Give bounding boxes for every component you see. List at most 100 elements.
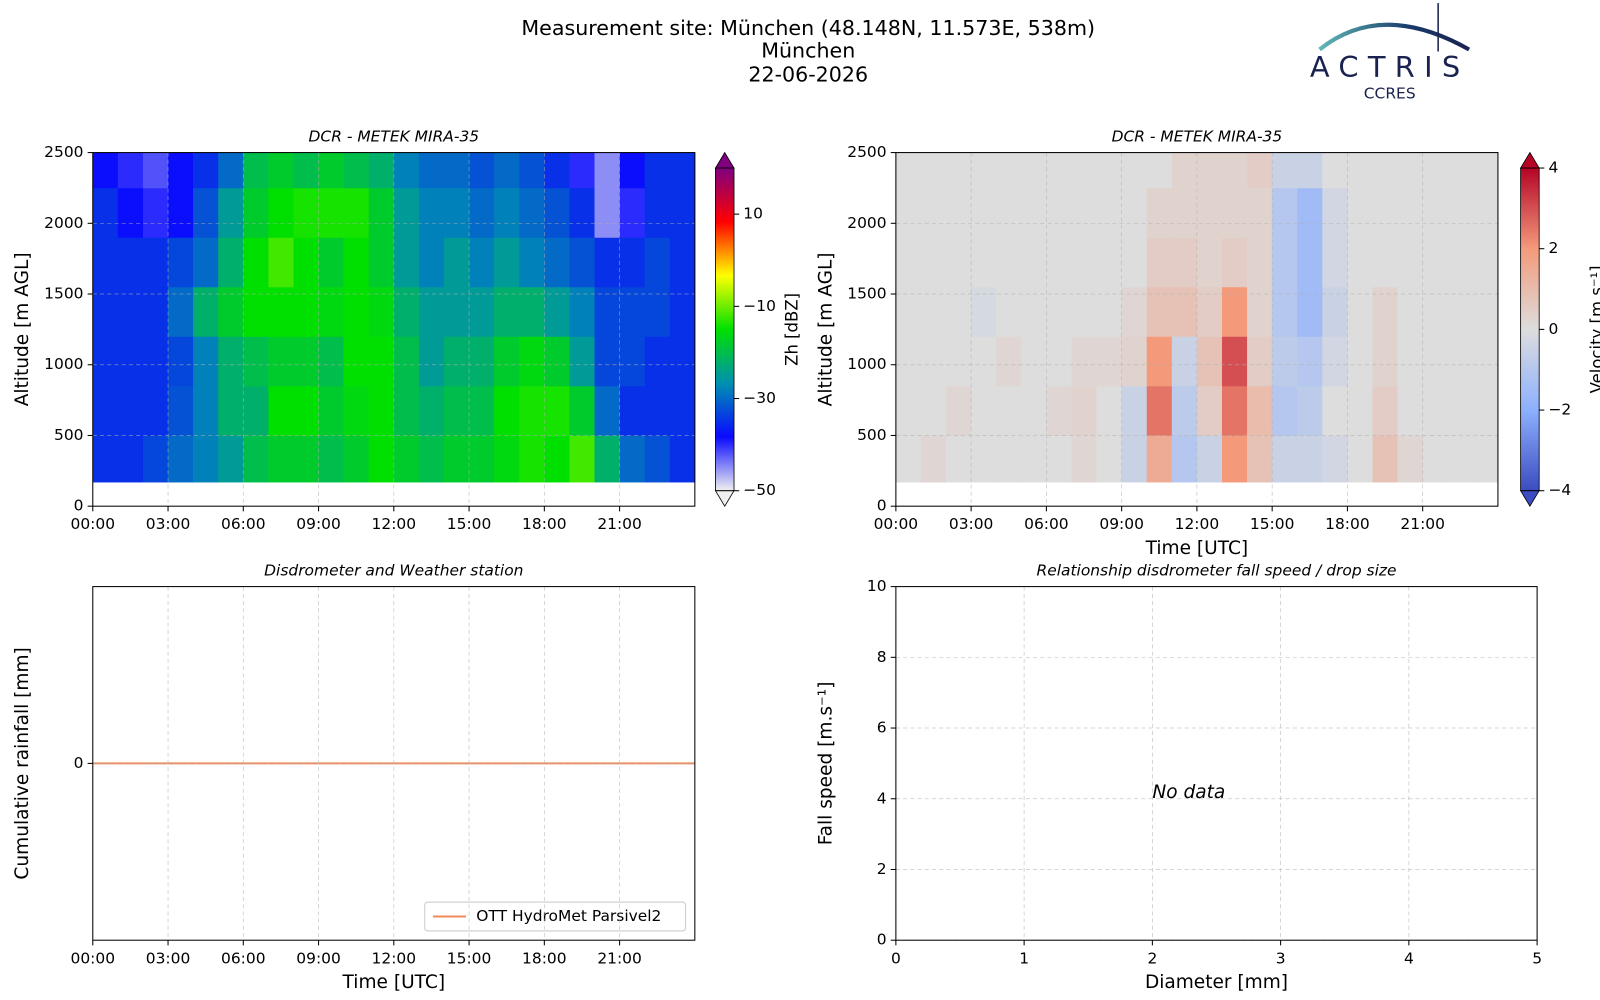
heatmap-cell <box>1171 187 1198 238</box>
x-tick-label: 15:00 <box>447 515 492 533</box>
x-tick-label: 21:00 <box>1400 515 1445 533</box>
heatmap-cell <box>644 336 671 387</box>
colorbar-tick-label: 4 <box>1548 159 1558 177</box>
y-tick-label: 2500 <box>847 143 886 161</box>
heatmap-cell <box>619 187 645 238</box>
x-tick-label: 18:00 <box>1325 515 1370 533</box>
heatmap-cell <box>1397 385 1423 436</box>
heatmap-cell <box>1297 286 1323 337</box>
heatmap-cell <box>418 435 445 483</box>
heatmap-cell <box>1372 435 1398 483</box>
heatmap-cell <box>142 385 169 436</box>
heatmap-cell <box>1372 152 1398 189</box>
heatmap-cell <box>92 237 119 288</box>
heatmap-cell <box>469 286 495 337</box>
y-axis-label: Fall speed [m.s⁻¹] <box>815 682 836 846</box>
heatmap-cell <box>1046 286 1072 337</box>
heatmap-cell <box>1146 237 1173 288</box>
heatmap-cell <box>443 435 470 483</box>
heatmap-cell <box>393 435 420 483</box>
heatmap-cell <box>1196 286 1223 337</box>
heatmap-cell <box>92 286 119 337</box>
heatmap-cell <box>268 237 294 288</box>
heatmap-cell <box>1272 237 1298 288</box>
heatmap-cell <box>1447 152 1474 189</box>
y-tick-label: 1500 <box>44 285 83 303</box>
heatmap-cell <box>1196 385 1223 436</box>
heatmap-cell <box>318 385 344 436</box>
legend-label: OTT HydroMet Parsivel2 <box>476 907 661 925</box>
y-axis-label: Cumulative rainfall [mm] <box>12 647 33 879</box>
heatmap-cell <box>1322 286 1348 337</box>
heatmap-cell <box>1397 336 1423 387</box>
x-tick-label: 09:00 <box>296 949 341 967</box>
x-tick-label: 21:00 <box>597 949 642 967</box>
colorbar-tick-label: 10 <box>743 205 763 223</box>
x-tick-label: 15:00 <box>447 949 492 967</box>
heatmap-cell <box>418 286 445 337</box>
heatmap-cell <box>971 237 997 288</box>
y-tick-label: 2000 <box>847 214 886 232</box>
heatmap-cell <box>519 435 545 483</box>
heatmap-cell <box>1247 336 1273 387</box>
heatmap-cell <box>1021 237 1047 288</box>
heatmap-cell <box>443 187 470 238</box>
y-tick-label: 6 <box>877 719 887 737</box>
heatmap-cell <box>1021 152 1047 189</box>
heatmap-cell <box>494 435 520 483</box>
heatmap-cell <box>193 385 219 436</box>
heatmap-cell <box>996 237 1022 288</box>
heatmap-cell <box>393 286 420 337</box>
heatmap-cell <box>1472 336 1499 387</box>
y-tick-label: 0 <box>877 497 887 515</box>
annotation: No data <box>1152 782 1225 803</box>
colorbar-label: Zh [dBZ] <box>782 293 801 366</box>
heatmap-cell <box>92 336 119 387</box>
heatmap-cell <box>1472 152 1499 189</box>
heatmap-cell <box>268 187 294 238</box>
heatmap-cell <box>218 152 244 189</box>
heatmap-cell <box>494 286 520 337</box>
heatmap-cell <box>1372 187 1398 238</box>
heatmap-cell <box>1247 435 1273 483</box>
heatmap-cell <box>946 286 972 337</box>
heatmap-cell <box>268 336 294 387</box>
heatmap-cell <box>443 286 470 337</box>
y-tick-label: 1000 <box>847 355 886 373</box>
heatmap-cell <box>1372 336 1398 387</box>
heatmap-cell <box>1046 237 1072 288</box>
heatmap-cell <box>218 237 244 288</box>
heatmap-cell <box>243 385 269 436</box>
heatmap-cell <box>92 152 119 189</box>
heatmap-cell <box>218 187 244 238</box>
heatmap-cell <box>218 435 244 483</box>
heatmap-cell <box>193 237 219 288</box>
heatmap-cell <box>544 286 570 337</box>
colorbar-extend <box>714 490 735 507</box>
heatmap-cell <box>971 435 997 483</box>
heatmap-cell <box>669 435 696 483</box>
heatmap-cell <box>1347 237 1373 288</box>
heatmap-cell <box>243 187 269 238</box>
subplot-title: DCR - METEK MIRA-35 <box>1112 128 1283 146</box>
heatmap-cell <box>1146 435 1173 483</box>
heatmap-cell <box>996 435 1022 483</box>
logo: ACTRIS CCRES <box>1310 3 1471 102</box>
heatmap-cell <box>117 336 144 387</box>
heatmap-cell <box>443 152 470 189</box>
heatmap-cell <box>1422 435 1449 483</box>
heatmap-cell <box>343 336 370 387</box>
heatmap-cell <box>1071 286 1097 337</box>
heatmap-cell <box>142 336 169 387</box>
heatmap-cell <box>1046 435 1072 483</box>
heatmap-cell <box>293 336 319 387</box>
heatmap-cell <box>544 336 570 387</box>
colorbar-tick-label: −30 <box>743 389 776 407</box>
heatmap-cell <box>1422 385 1449 436</box>
heatmap-cell <box>1221 336 1248 387</box>
heatmap-cell <box>669 385 696 436</box>
heatmap-cell <box>544 152 570 189</box>
heatmap-cell <box>1472 435 1499 483</box>
heatmap-cell <box>669 152 696 189</box>
y-tick-label: 8 <box>877 648 887 666</box>
